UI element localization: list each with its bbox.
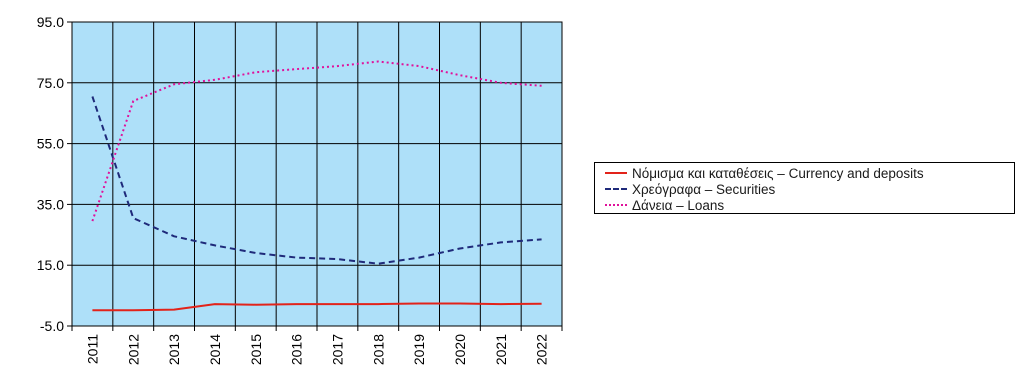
legend-item-securities: Χρεόγραφα – Securities	[605, 181, 775, 197]
legend-swatch-securities	[605, 188, 627, 190]
y-tick-label: 95.0	[37, 14, 64, 30]
y-tick-label: -5.0	[40, 318, 64, 334]
series-line-2	[91, 60, 542, 222]
legend-item-loans: Δάνεια – Loans	[605, 197, 724, 213]
y-tick-label: 35.0	[37, 196, 64, 212]
plot-border	[71, 21, 563, 327]
x-tick-label: 2016	[289, 334, 305, 365]
y-tick-label: 55.0	[37, 136, 64, 152]
x-tick-label: 2012	[125, 334, 141, 365]
x-tick-label: 2011	[84, 334, 100, 364]
x-tick-label: 2022	[534, 334, 550, 365]
legend-item-currency: Νόμισμα και καταθέσεις – Currency and de…	[605, 165, 924, 181]
y-tick-label: 15.0	[37, 257, 64, 273]
x-tick-label: 2015	[248, 334, 264, 365]
x-tick-label: 2017	[329, 334, 345, 365]
x-tick-label: 2014	[207, 334, 223, 365]
x-tick-label: 2019	[411, 334, 427, 365]
legend-swatch-loans	[605, 204, 627, 206]
legend-label-loans: Δάνεια – Loans	[632, 197, 725, 213]
legend-label-currency: Νόμισμα και καταθέσεις – Currency and de…	[632, 165, 924, 181]
axes: -5.0 15.0 35.0 55.0 75.0 95.0 2011 2012 2013 2014…	[37, 14, 563, 365]
x-tick-label: 2020	[452, 334, 468, 365]
y-tick-label: 75.0	[37, 75, 64, 91]
series-line-1	[91, 96, 542, 265]
x-tick-label: 2013	[166, 334, 182, 365]
x-tick-label: 2021	[493, 334, 509, 365]
series-line-0	[92, 302, 542, 312]
legend: Νόμισμα και καταθέσεις – Currency and de…	[594, 162, 1015, 214]
x-tick-label: 2018	[370, 334, 386, 365]
legend-label-securities: Χρεόγραφα – Securities	[632, 181, 776, 197]
series-lines	[91, 60, 542, 312]
legend-swatch-currency	[605, 172, 627, 174]
